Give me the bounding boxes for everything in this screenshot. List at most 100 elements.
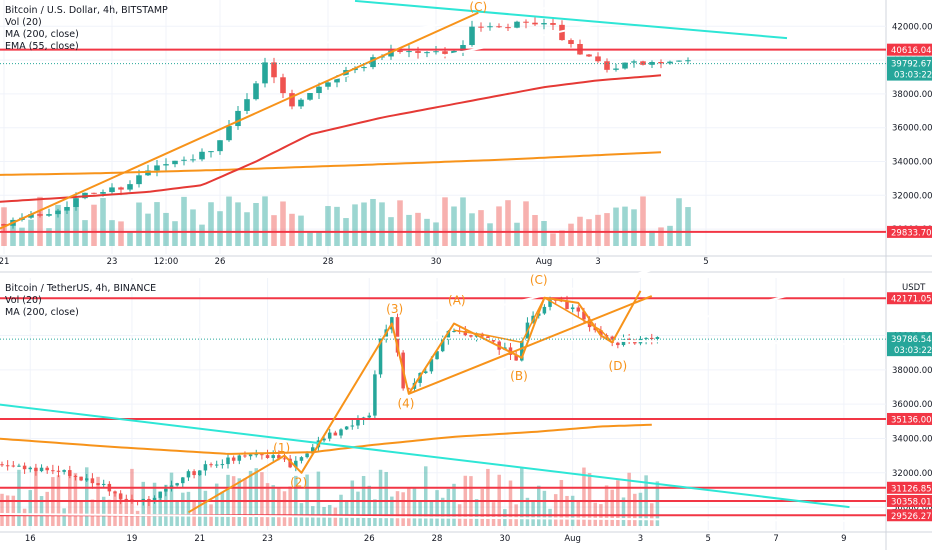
candle-body [622, 62, 628, 69]
volume-bar [271, 215, 277, 246]
volume-bar [568, 223, 574, 246]
volume-bar [64, 210, 70, 246]
volume-bar [145, 213, 151, 246]
candle-body [299, 457, 304, 461]
volume-bar [84, 467, 89, 526]
volume-bar [214, 483, 219, 526]
candle-body [505, 27, 511, 29]
volume-bar [582, 467, 586, 526]
time-tick-label: 23 [107, 257, 118, 267]
candle-body [658, 61, 664, 64]
candle-body [209, 464, 213, 466]
volume-bar [248, 470, 253, 526]
legend-line: Bitcoin / U.S. Dollar, 4h, BITSTAMP [5, 5, 168, 16]
candle-body [327, 432, 332, 439]
candle-body [613, 68, 619, 70]
candle-body [424, 52, 430, 54]
volume-bar [5, 495, 10, 526]
candle-body [64, 206, 70, 211]
volume-bar [514, 222, 520, 246]
volume-bar [271, 485, 275, 526]
time-tick-label: 26 [215, 257, 226, 267]
candle-body [109, 187, 115, 193]
volume-bar [136, 202, 142, 246]
candle-body [435, 351, 439, 360]
volume-bar [253, 202, 259, 246]
candle-body [621, 338, 626, 346]
candle-body [388, 50, 394, 57]
volume-bar [235, 202, 241, 246]
countdown-label: 03:03:22 [894, 71, 932, 81]
volume-bar [356, 491, 360, 526]
candle-body [22, 465, 27, 470]
current-price-label: 39792.67 [891, 60, 932, 70]
current-price-tag [887, 56, 932, 81]
candle-body [113, 491, 117, 494]
candle-body [316, 86, 322, 94]
time-tick-label: 5 [706, 534, 711, 544]
volume-bar [491, 502, 496, 526]
volume-bar [288, 486, 292, 526]
candle-body [568, 40, 574, 44]
time-axis-bottom: 16 19 21 23 26 28 30 Aug 3 5 7 9 [25, 534, 847, 544]
bottom-white-line [0, 513, 850, 522]
time-tick-label: 19 [127, 534, 138, 544]
candle-body [294, 460, 298, 468]
channel-upper-line [408, 269, 652, 328]
volume-bar [37, 196, 43, 246]
volume-bar [559, 230, 565, 246]
candle-body [595, 56, 601, 62]
horizontal-white-line [0, 331, 850, 346]
volume-bar [62, 508, 66, 526]
level-tag-label: 29526.27 [891, 512, 932, 522]
candle-body [616, 342, 620, 346]
candle-body [310, 447, 315, 454]
volume-bar [418, 501, 422, 526]
price-tick-label: 32000.00 [892, 191, 932, 201]
candle-body [370, 57, 376, 68]
volume-bar [452, 483, 456, 526]
grid-top [0, 0, 886, 254]
volume-bar [631, 209, 637, 246]
candle-body [429, 359, 434, 372]
volume-bar [186, 491, 191, 526]
wave-label: (A) [448, 294, 466, 308]
candle-body [644, 337, 648, 339]
volume-bar [19, 227, 25, 246]
volume-bar [613, 207, 619, 246]
volume-bar [175, 500, 179, 526]
candle-body [127, 184, 133, 190]
volume-bar [460, 197, 466, 246]
volume-bar [316, 471, 321, 526]
volume-bar [576, 501, 581, 526]
price-tick-label: 38000.00 [892, 366, 932, 376]
volume-bar [570, 495, 575, 526]
channel-lower-line [300, 13, 644, 87]
chart-pane-bottom[interactable]: (1) (2) (3) (4) (A) (B) (C) (D) Bitcoin / Tether… [0, 269, 932, 544]
volume-bar [390, 496, 394, 526]
candle-body [73, 198, 79, 207]
time-tick-label: 28 [323, 257, 334, 267]
price-tick-label: 34000.00 [892, 434, 932, 444]
candle-body [442, 51, 448, 54]
level-tag-label: 42171.05 [891, 295, 932, 305]
time-tick-label: 21 [194, 534, 205, 544]
volume-bar [553, 494, 558, 526]
candle-body [55, 210, 61, 215]
volume-bar [22, 508, 27, 526]
legend-line: Vol (20) [5, 17, 42, 28]
volume-bar [226, 196, 232, 246]
volume-bar [325, 206, 331, 246]
volume-bar [440, 497, 445, 526]
volume-bar [676, 198, 682, 246]
candle-body [90, 478, 95, 484]
candle-body [154, 165, 160, 171]
candle-body [487, 26, 493, 28]
chart-pane-top[interactable]: (C) Bitcoin / U.S. Dollar, 4h, BITSTAMPVo… [0, 0, 932, 267]
candle-body [570, 307, 575, 310]
volume-bar [289, 213, 295, 246]
current-price-tag [887, 332, 932, 357]
candle-body [523, 21, 529, 23]
volume-bar [649, 230, 655, 246]
